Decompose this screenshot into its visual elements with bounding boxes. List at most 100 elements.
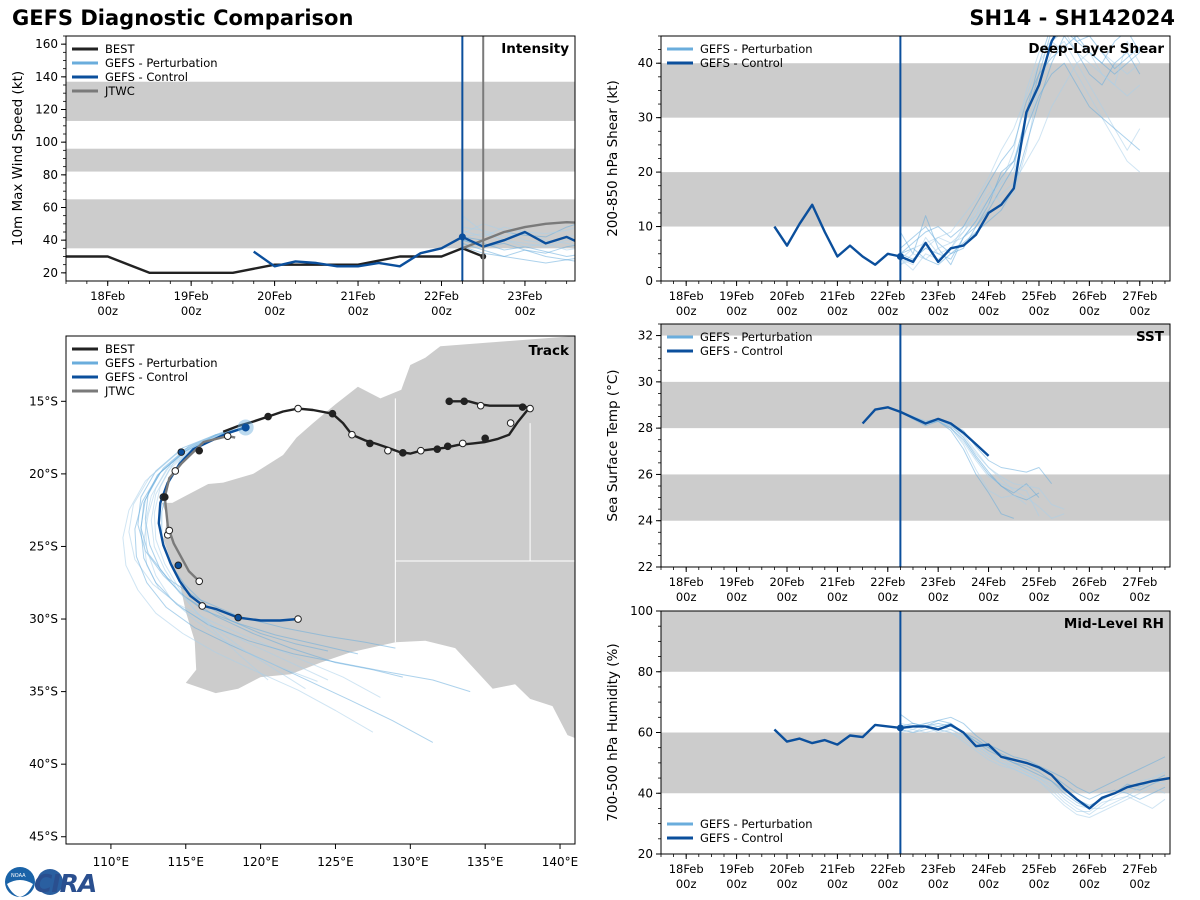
intensity-perturb-member-2 (462, 239, 575, 257)
intensity-band-0 (66, 199, 575, 249)
sst-xtick-hour-label: 00z (1129, 590, 1150, 604)
sst-ytick-label: 28 (638, 421, 653, 435)
rh-ytick-label: 40 (638, 786, 653, 800)
shear-xtick-hour-label: 00z (726, 304, 747, 318)
shear-xtick-day-label: 22Feb (870, 289, 905, 303)
sst-xtick-day-label: 20Feb (769, 575, 804, 589)
shear-ylabel: 200-850 hPa Shear (kt) (605, 80, 621, 237)
track-jtwc-position-marker (161, 493, 169, 501)
shear-xtick-day-label: 25Feb (1021, 289, 1056, 303)
shear-perturb-member-9 (900, 36, 1141, 260)
track-xtick-label: 125°E (317, 855, 354, 869)
shear-ytick-label: 20 (638, 165, 653, 179)
track-control-position-marker (234, 613, 242, 622)
rh-xtick-day-label: 20Feb (769, 862, 804, 876)
track-best-position-marker (433, 445, 442, 454)
shear-series-control (773, 36, 1057, 266)
track-xtick-label: 120°E (242, 855, 279, 869)
track-ytick-label: 35°S (29, 685, 58, 699)
track-perturb-member-10 (134, 426, 434, 743)
track-best-position-marker (417, 446, 425, 455)
intensity-perturb-member-1 (462, 215, 575, 248)
intensity-ytick-label: 80 (43, 168, 58, 182)
shear-perturb-member-5 (900, 40, 1141, 271)
track-xtick-label: 110°E (93, 855, 130, 869)
sst-xtick-day-label: 26Feb (1072, 575, 1107, 589)
sst-band-2 (661, 324, 1170, 336)
track-perturb-member-9 (153, 426, 269, 681)
rh-legend-label-perturb: GEFS - Perturbation (700, 817, 813, 831)
rh-xtick-hour-label: 00z (928, 877, 949, 891)
shear-ytick-label: 0 (645, 274, 653, 288)
track-map: 110°E 115°E 120°E 125°E 130°E 135°E 140°E 15°S 2… (29, 335, 578, 869)
track-best-position-marker (460, 397, 469, 406)
shear-ytick-label: 40 (638, 56, 653, 70)
track-perturb-member-5 (122, 426, 374, 733)
track-best-position-marker (328, 409, 337, 418)
figure-title: GEFS Diagnostic Comparison (12, 6, 354, 30)
track-best-position-marker (443, 442, 452, 451)
rh-xtick-hour-label: 00z (777, 877, 798, 891)
sst-xtick-day-label: 22Feb (870, 575, 905, 589)
track-best-position-marker (526, 404, 534, 413)
shear-plot-area (661, 36, 1170, 281)
track-best-position-marker (518, 403, 527, 411)
rh-xtick-hour-label: 00z (827, 877, 848, 891)
sst-panel-title: SST (1136, 329, 1165, 345)
intensity-series-control (253, 230, 575, 268)
track-legend-label-jtwc: JTWC (104, 384, 135, 398)
storm-id-title: SH14 - SH142024 (969, 6, 1175, 30)
intensity-xtick-hour-label: 00z (264, 304, 285, 318)
track-ytick-label: 40°S (29, 757, 58, 771)
rh-xtick-day-label: 24Feb (971, 862, 1006, 876)
sst-perturb-member-3 (900, 411, 1040, 517)
sst-xtick-day-label: 18Feb (669, 575, 704, 589)
intensity-legend-label-perturb: GEFS - Perturbation (105, 56, 218, 70)
sst-ylabel: Sea Surface Temp (°C) (605, 369, 621, 521)
track-jtwc-position-marker (165, 526, 174, 535)
track-best-position-marker (294, 404, 302, 413)
track-ytick-label: 15°S (29, 394, 58, 408)
intensity-band-2 (66, 81, 575, 121)
shear-xtick-hour-label: 00z (1079, 304, 1100, 318)
track-frame (65, 335, 576, 845)
rh-xtick-day-label: 27Feb (1122, 862, 1157, 876)
intensity-series-best (66, 247, 484, 274)
rh-xtick-hour-label: 00z (978, 877, 999, 891)
shear-xtick-hour-label: 00z (1029, 304, 1050, 318)
shear-xtick-hour-label: 00z (877, 304, 898, 318)
sst-ytick-label: 22 (638, 560, 653, 574)
cira-logo-text: CIRA (34, 869, 96, 898)
intensity-xtick-day-label: 19Feb (174, 289, 209, 303)
shear-band-1 (661, 63, 1170, 118)
sst-xtick-hour-label: 00z (978, 590, 999, 604)
track-ytick-label: 25°S (29, 539, 58, 553)
track-control-position-marker (177, 448, 186, 456)
track-best-position-marker (476, 401, 485, 410)
noaa-badge-text: NOAA (11, 873, 26, 879)
track-best-position-marker (399, 449, 407, 457)
track-plot-area (122, 336, 575, 743)
sst-xtick-hour-label: 00z (877, 590, 898, 604)
shear-xtick-hour-label: 00z (827, 304, 848, 318)
rh-xtick-hour-label: 00z (1079, 877, 1100, 891)
shear-xtick-hour-label: 00z (928, 304, 949, 318)
track-xtick-label: 115°E (168, 855, 205, 869)
track-control-position-marker (198, 602, 207, 610)
shear-panel-title: Deep-Layer Shear (1028, 41, 1164, 57)
shear-xtick-day-label: 23Feb (921, 289, 956, 303)
intensity-ylabel: 10m Max Wind Speed (kt) (10, 71, 26, 246)
rh-xtick-hour-label: 00z (877, 877, 898, 891)
intensity-chart: 2040608010012014016018Feb00z19Feb00z20Fe… (10, 35, 576, 318)
intensity-perturb-member-8 (462, 246, 575, 261)
shear-xtick-day-label: 26Feb (1072, 289, 1107, 303)
shear-perturb-member-7 (900, 51, 1141, 266)
intensity-series-jtwc (461, 220, 575, 250)
sst-frame (660, 323, 1171, 568)
shear-ytick-label: 30 (638, 111, 653, 125)
shear-xtick-day-label: 24Feb (971, 289, 1006, 303)
sst-xtick-day-label: 23Feb (921, 575, 956, 589)
track-series-best (222, 400, 530, 455)
track-best-position-marker (458, 439, 467, 448)
shear-perturb-member-6 (900, 36, 1141, 255)
